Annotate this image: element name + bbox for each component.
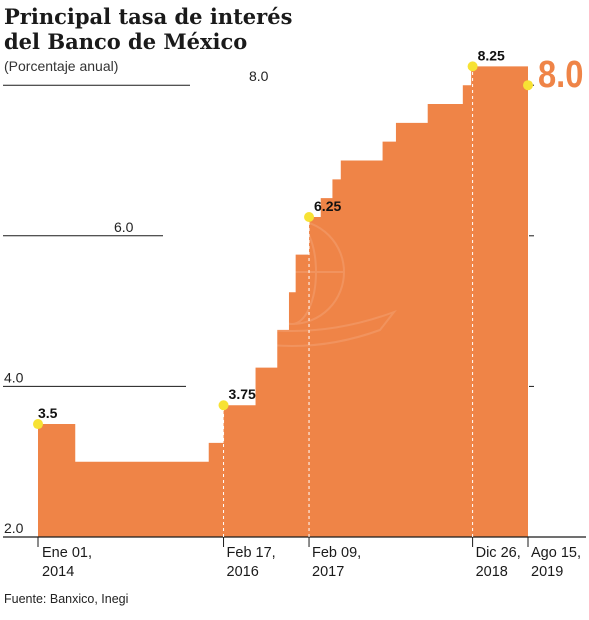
seal-wing <box>187 309 397 347</box>
x-tick-label: Feb 09, <box>312 545 361 561</box>
rate-area <box>38 66 528 537</box>
x-tick-label: Feb 17, <box>227 545 276 561</box>
x-tick-label: 2014 <box>42 564 74 580</box>
x-tick-label: Dic 26, <box>476 545 521 561</box>
x-tick-label: 2016 <box>227 564 259 580</box>
data-point-marker <box>33 419 43 430</box>
seal-meridian <box>267 219 317 325</box>
data-label: 3.75 <box>229 386 256 402</box>
data-point-marker <box>304 211 315 222</box>
seal-globe <box>239 219 345 325</box>
data-label: 3.5 <box>38 405 58 421</box>
chart-title: Principal tasa de interés del Banco de M… <box>4 4 293 54</box>
x-tick-label: Ago 15, <box>531 545 581 561</box>
x-tick-label: 2018 <box>476 564 508 580</box>
x-tick-label: 2019 <box>531 564 563 580</box>
current-rate-label: 8.0 <box>538 53 583 96</box>
y-tick-label: 6.0 <box>114 219 134 235</box>
y-tick-label: 2.0 <box>4 520 24 536</box>
data-point-marker <box>523 80 533 91</box>
x-tick-label: Ene 01, <box>42 545 92 561</box>
x-tick-label: 2017 <box>312 564 344 580</box>
data-point-marker <box>218 400 229 411</box>
y-tick-label: 4.0 <box>4 369 24 385</box>
y-tick-label: 8.0 <box>249 68 269 84</box>
source-note: Fuente: Banxico, Inegi <box>4 592 129 606</box>
data-point-marker <box>467 61 478 72</box>
data-label: 6.25 <box>314 198 341 214</box>
data-label: 8.25 <box>478 47 505 63</box>
banxico-seal-watermark <box>187 219 397 347</box>
chart-subtitle: (Porcentaje anual) <box>4 58 119 74</box>
